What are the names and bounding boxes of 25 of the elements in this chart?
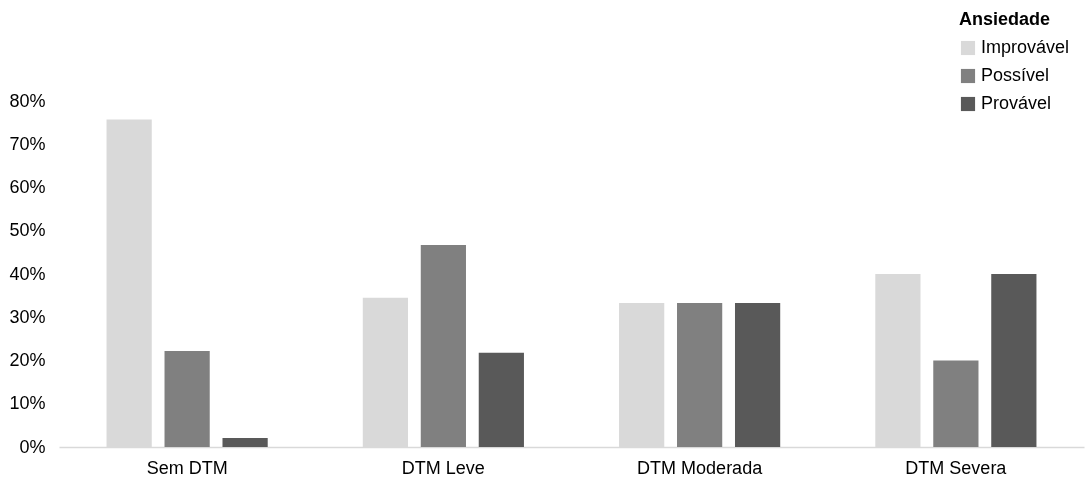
y-tick-label: 10% (9, 393, 46, 414)
bar (991, 274, 1037, 447)
y-tick-label: 50% (9, 220, 46, 241)
bar (164, 350, 210, 447)
legend-label: Possível (981, 65, 1050, 85)
y-tick-label: 30% (9, 306, 46, 327)
y-tick-label: 60% (9, 177, 46, 197)
bar (677, 302, 723, 447)
y-tick-label: 80% (9, 90, 46, 111)
x-tick-label: Sem DTM (146, 457, 228, 478)
legend-title: Ansiedade (959, 9, 1051, 29)
y-tick-label: 0% (19, 436, 46, 457)
x-tick-label: DTM Severa (905, 457, 1008, 478)
bar (420, 245, 466, 447)
x-tick-label: DTM Moderada (637, 457, 764, 478)
y-tick-label: 70% (9, 133, 46, 154)
bar (222, 437, 268, 447)
bar (933, 360, 979, 447)
bar (734, 302, 781, 447)
y-tick-label: 20% (9, 350, 46, 370)
bar (478, 352, 524, 447)
legend-label: Improvável (981, 37, 1070, 57)
x-tick-label: DTM Leve (401, 457, 485, 478)
legend-label: Provável (981, 93, 1052, 113)
y-tick-label: 40% (9, 263, 46, 284)
